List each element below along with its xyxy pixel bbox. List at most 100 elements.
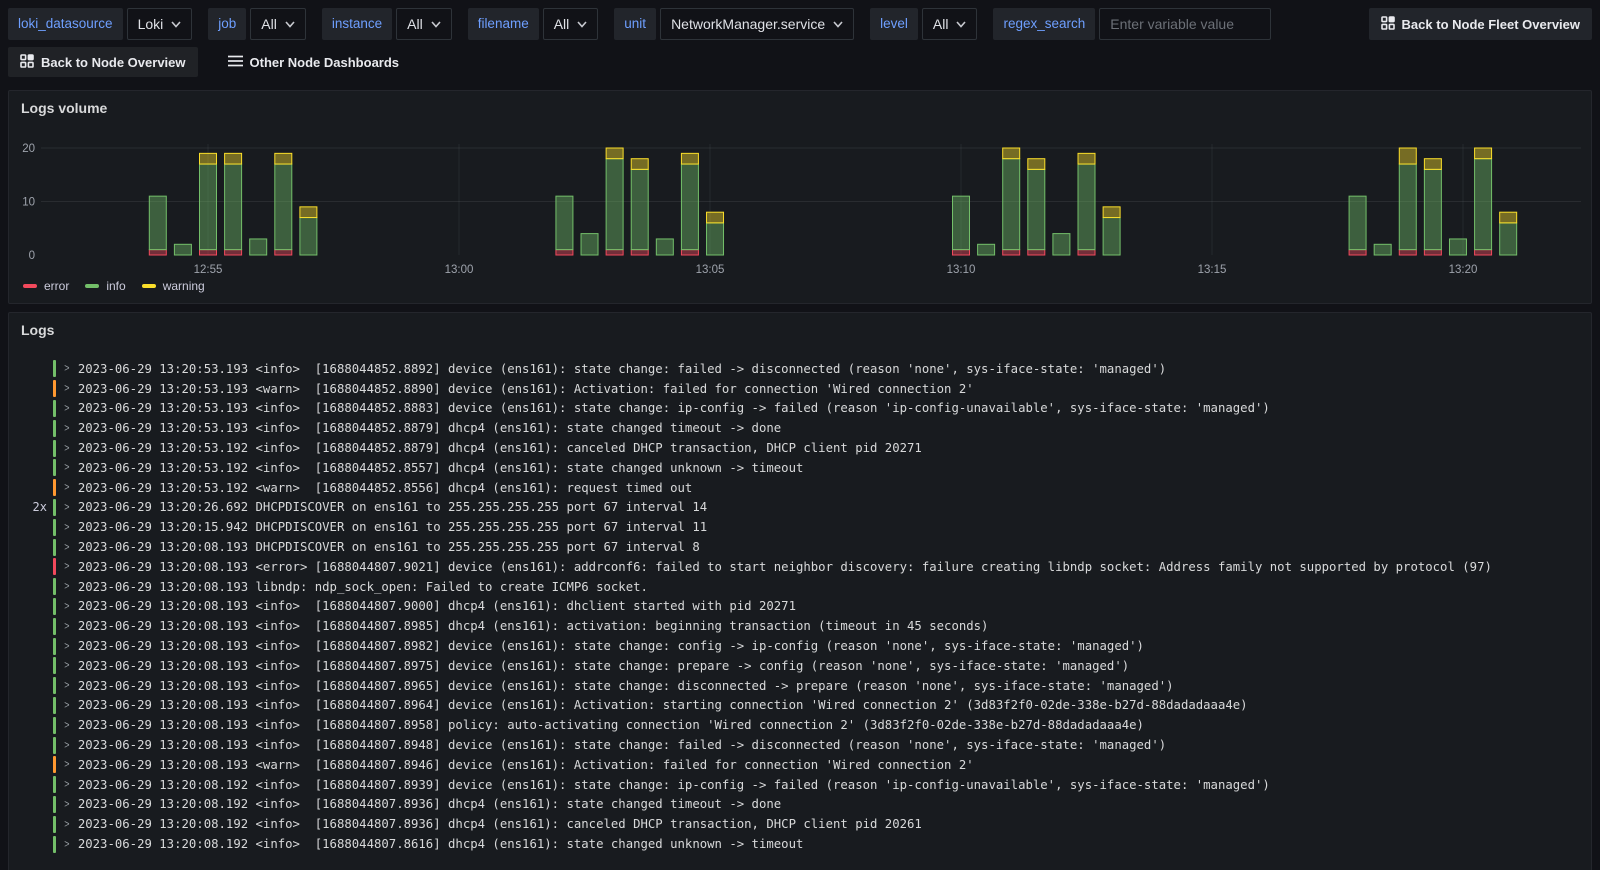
expand-row-icon[interactable]: >	[64, 422, 70, 435]
chevron-down-icon	[956, 20, 967, 28]
log-row[interactable]: >2023-06-29 13:20:08.193 <error> [168804…	[17, 557, 1587, 577]
expand-row-icon[interactable]: >	[64, 778, 70, 791]
expand-row-icon[interactable]: >	[64, 818, 70, 831]
log-row[interactable]: >2023-06-29 13:20:15.942 DHCPDISCOVER on…	[17, 517, 1587, 537]
log-level-indicator-info	[53, 518, 56, 536]
expand-row-icon[interactable]: >	[64, 521, 70, 534]
variable-picker-unit[interactable]: NetworkManager.service	[660, 8, 855, 40]
log-row[interactable]: >2023-06-29 13:20:08.192 <info> [1688044…	[17, 775, 1587, 795]
log-row[interactable]: >2023-06-29 13:20:53.193 <info> [1688044…	[17, 399, 1587, 419]
bar-segment-error	[148, 249, 167, 256]
legend-swatch	[85, 284, 100, 288]
log-row[interactable]: >2023-06-29 13:20:53.192 <info> [1688044…	[17, 438, 1587, 458]
bar-segment-info	[1027, 168, 1046, 251]
variable-value: All	[553, 16, 570, 32]
legend-item-info[interactable]: info	[85, 279, 126, 293]
x-axis-tick: 13:10	[947, 264, 976, 276]
variable-job: job All	[208, 8, 306, 40]
x-axis-tick: 13:20	[1449, 264, 1478, 276]
log-level-indicator-info	[53, 419, 56, 437]
bar-segment-info	[680, 163, 699, 251]
expand-row-icon[interactable]: >	[64, 501, 70, 514]
log-row[interactable]: >2023-06-29 13:20:08.193 <info> [1688044…	[17, 597, 1587, 617]
expand-row-icon[interactable]: >	[64, 382, 70, 395]
expand-row-icon[interactable]: >	[64, 541, 70, 554]
log-row[interactable]: >2023-06-29 13:20:53.193 <warn> [1688044…	[17, 379, 1587, 399]
variable-label-unit: unit	[614, 8, 657, 40]
other-node-dashboards-link[interactable]: Other Node Dashboards	[224, 46, 404, 78]
log-line-text: 2023-06-29 13:20:53.193 <info> [16880448…	[77, 421, 782, 436]
bar-segment-error	[1474, 249, 1493, 256]
variable-label-loki_datasource: loki_datasource	[8, 8, 123, 40]
expand-row-icon[interactable]: >	[64, 679, 70, 692]
log-row[interactable]: >2023-06-29 13:20:08.193 <info> [1688044…	[17, 676, 1587, 696]
expand-row-icon[interactable]: >	[64, 560, 70, 573]
bar-segment-info	[1423, 168, 1442, 251]
expand-row-icon[interactable]: >	[64, 758, 70, 771]
expand-row-icon[interactable]: >	[64, 659, 70, 672]
legend-item-error[interactable]: error	[23, 279, 69, 293]
log-line-text: 2023-06-29 13:20:53.193 <info> [16880448…	[77, 361, 1167, 376]
regex_search-input[interactable]	[1099, 8, 1272, 40]
bar-segment-warning	[224, 152, 243, 165]
expand-row-icon[interactable]: >	[64, 461, 70, 474]
bar-segment-info	[1373, 243, 1392, 256]
log-row[interactable]: >2023-06-29 13:20:08.193 libndp: ndp_soc…	[17, 577, 1587, 597]
expand-row-icon[interactable]: >	[64, 580, 70, 593]
variable-picker-instance[interactable]: All	[396, 8, 452, 40]
expand-row-icon[interactable]: >	[64, 442, 70, 455]
bar-segment-warning	[1398, 147, 1417, 165]
variable-picker-job[interactable]: All	[250, 8, 306, 40]
log-level-indicator-info	[53, 459, 56, 477]
expand-row-icon[interactable]: >	[64, 639, 70, 653]
bar-segment-error	[274, 249, 293, 256]
expand-row-icon[interactable]: >	[64, 719, 70, 732]
bar-segment-error	[224, 249, 243, 256]
variable-picker-loki_datasource[interactable]: Loki	[126, 8, 193, 40]
log-row[interactable]: >2023-06-29 13:20:08.192 <info> [1688044…	[17, 795, 1587, 815]
log-line-text: 2023-06-29 13:20:08.193 <info> [16880448…	[77, 738, 1167, 753]
log-line-text: 2023-06-29 13:20:08.193 libndp: ndp_sock…	[77, 579, 648, 594]
expand-row-icon[interactable]: >	[64, 362, 70, 375]
log-level-indicator-info	[53, 776, 56, 794]
variable-picker-filename[interactable]: All	[542, 8, 599, 40]
variable-value: All	[261, 16, 277, 32]
button-label: Back to Node Overview	[41, 54, 186, 70]
log-row[interactable]: >2023-06-29 13:20:08.193 <info> [1688044…	[17, 636, 1587, 656]
expand-row-icon[interactable]: >	[64, 738, 70, 752]
expand-row-icon[interactable]: >	[64, 798, 70, 811]
variable-value: NetworkManager.service	[671, 16, 826, 32]
variable-picker-level[interactable]: All	[921, 8, 978, 40]
log-line-text: 2023-06-29 13:20:08.193 <info> [16880448…	[77, 619, 989, 634]
log-row[interactable]: >2023-06-29 13:20:08.193 <info> [1688044…	[17, 696, 1587, 716]
log-row[interactable]: >2023-06-29 13:20:53.193 <info> [1688044…	[17, 359, 1587, 379]
log-row[interactable]: >2023-06-29 13:20:08.193 <info> [1688044…	[17, 715, 1587, 735]
back-to-node-fleet-overview-button[interactable]: Back to Node Fleet Overview	[1368, 8, 1592, 40]
expand-row-icon[interactable]: >	[64, 699, 70, 712]
chevron-down-icon	[833, 20, 843, 28]
log-row[interactable]: >2023-06-29 13:20:53.192 <warn> [1688044…	[17, 478, 1587, 498]
back-to-node-overview-button[interactable]: Back to Node Overview	[8, 47, 198, 77]
y-axis-tick: 10	[22, 197, 35, 209]
log-row[interactable]: >2023-06-29 13:20:08.193 <info> [1688044…	[17, 735, 1587, 755]
log-row[interactable]: >2023-06-29 13:20:08.193 DHCPDISCOVER on…	[17, 537, 1587, 557]
variable-loki_datasource: loki_datasource Loki	[8, 8, 193, 40]
legend-item-warning[interactable]: warning	[141, 279, 205, 293]
expand-row-icon[interactable]: >	[64, 402, 70, 415]
log-row[interactable]: 2x >2023-06-29 13:20:26.692 DHCPDISCOVER …	[17, 498, 1587, 518]
log-row[interactable]: >2023-06-29 13:20:08.192 <info> [1688044…	[17, 814, 1587, 834]
log-row[interactable]: >2023-06-29 13:20:08.192 <info> [1688044…	[17, 834, 1587, 854]
bar-segment-error	[952, 249, 970, 256]
expand-row-icon[interactable]: >	[64, 600, 70, 613]
logs-volume-chart[interactable]: 0 10 20 12:55 13:00 13:05 13:10 13:15 13:20	[9, 91, 1591, 303]
log-row[interactable]: >2023-06-29 13:20:08.193 <info> [1688044…	[17, 656, 1587, 676]
expand-row-icon[interactable]: >	[64, 837, 70, 851]
expand-row-icon[interactable]: >	[64, 620, 70, 633]
log-row[interactable]: >2023-06-29 13:20:08.193 <warn> [1688044…	[17, 755, 1587, 775]
log-row[interactable]: >2023-06-29 13:20:53.193 <info> [1688044…	[17, 418, 1587, 438]
log-row[interactable]: >2023-06-29 13:20:08.193 <info> [1688044…	[17, 616, 1587, 636]
log-line-text: 2023-06-29 13:20:08.193 <warn> [16880448…	[77, 757, 974, 772]
log-line-text: 2023-06-29 13:20:08.193 DHCPDISCOVER on …	[77, 540, 700, 555]
log-row[interactable]: >2023-06-29 13:20:53.192 <info> [1688044…	[17, 458, 1587, 478]
expand-row-icon[interactable]: >	[64, 481, 70, 494]
